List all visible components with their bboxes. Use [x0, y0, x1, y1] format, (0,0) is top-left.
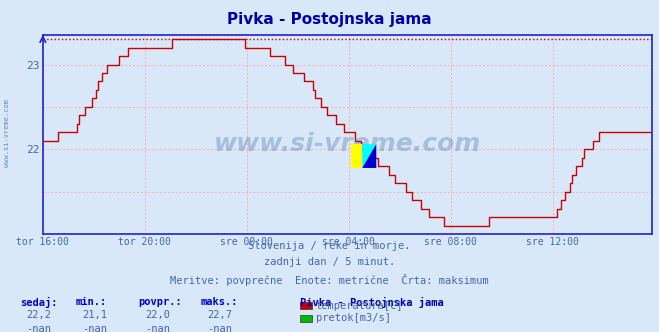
Text: Meritve: povprečne  Enote: metrične  Črta: maksimum: Meritve: povprečne Enote: metrične Črta:… [170, 274, 489, 286]
Text: -nan: -nan [208, 324, 233, 332]
Text: sedaj:: sedaj: [20, 297, 57, 308]
Text: 21,1: 21,1 [82, 310, 107, 320]
Text: min.:: min.: [76, 297, 107, 307]
Text: -nan: -nan [26, 324, 51, 332]
Text: -nan: -nan [145, 324, 170, 332]
Text: zadnji dan / 5 minut.: zadnji dan / 5 minut. [264, 257, 395, 267]
Text: pretok[m3/s]: pretok[m3/s] [316, 313, 391, 323]
Text: 22,0: 22,0 [145, 310, 170, 320]
Text: www.si-vreme.com: www.si-vreme.com [214, 132, 481, 156]
Text: Pivka - Postojnska jama: Pivka - Postojnska jama [227, 12, 432, 27]
Text: temperatura[C]: temperatura[C] [316, 301, 403, 311]
Text: 22,2: 22,2 [26, 310, 51, 320]
Text: -nan: -nan [82, 324, 107, 332]
Bar [351, 144, 362, 168]
Text: 22,7: 22,7 [208, 310, 233, 320]
Text: www.si-vreme.com: www.si-vreme.com [3, 99, 10, 167]
Text: Pivka - Postojnska jama: Pivka - Postojnska jama [300, 297, 444, 308]
Polygon shape [362, 144, 376, 168]
Text: povpr.:: povpr.: [138, 297, 182, 307]
Text: maks.:: maks.: [201, 297, 239, 307]
Text: Slovenija / reke in morje.: Slovenija / reke in morje. [248, 241, 411, 251]
Polygon shape [362, 144, 376, 168]
